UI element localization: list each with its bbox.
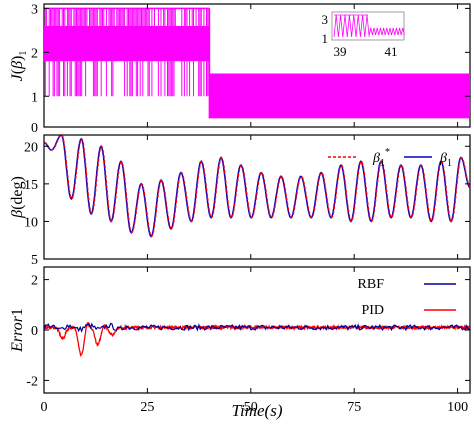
top-panel-signal [44,7,470,119]
top-y-label: J(β)1 [9,51,29,82]
legend-beta-label: β1 [439,151,452,169]
legend-pid-label: PID [361,303,384,318]
middle-legend: β1* β1 [328,147,452,169]
legend-rbf-label: RBF [358,277,385,292]
beta-actual-line [44,135,470,238]
xtick-label: 75 [347,400,361,415]
top-switch-lines [208,74,470,119]
inset-xtick-39: 39 [334,44,347,59]
xtick-label: 50 [244,400,258,415]
ytick-label: 0 [31,324,38,339]
xtick-label: 100 [447,400,468,415]
top-panel-frame [43,3,471,128]
ytick-label: 20 [24,140,38,155]
bottom-legend: RBF PID [358,277,456,318]
middle-panel-lines [44,135,470,238]
rbf-error-line [44,322,470,333]
ytick-label: 1 [31,90,38,105]
middle-panel-frame [43,134,471,260]
top-inset: 3 1 39 41 [322,11,405,59]
ytick-label: 2 [31,274,38,289]
ytick-label: 2 [31,46,38,61]
bottom-y-label: Error1 [9,308,26,353]
middle-y-label: β(deg) [9,176,26,219]
ytick-label: -2 [26,374,38,389]
beta-reference-line [44,135,470,238]
ytick-label: 10 [24,215,38,230]
bottom-panel-lines [44,321,470,358]
inset-ytick-3: 3 [322,12,329,27]
inset-ytick-1: 1 [322,31,329,46]
ytick-label: 15 [24,178,38,193]
legend-beta-star-label: β1* [372,147,390,169]
inset-signal [333,14,405,38]
xtick-label: 0 [41,400,48,415]
ytick-label: 0 [31,121,38,136]
top-switch-lines [44,8,210,97]
inset-xtick-41: 41 [385,44,398,59]
x-axis-label: Time(s) [232,401,283,420]
ytick-label: 5 [31,253,38,268]
ytick-label: 3 [31,2,38,17]
xtick-label: 25 [140,400,154,415]
